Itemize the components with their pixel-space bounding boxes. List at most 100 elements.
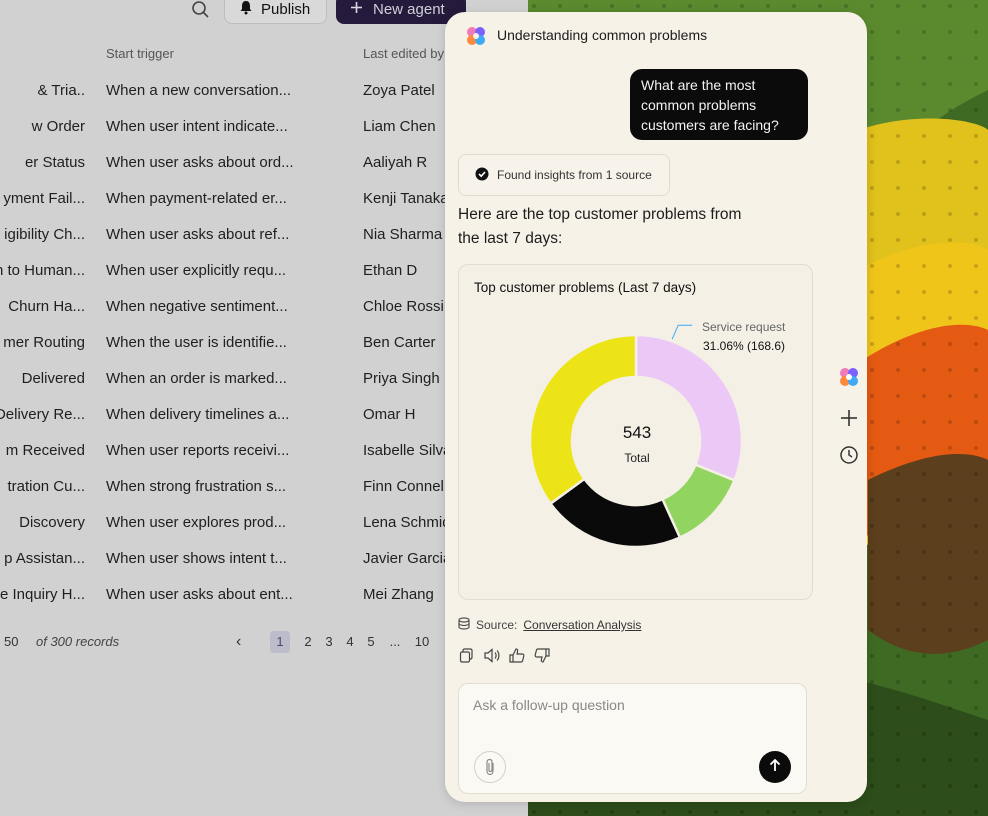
database-icon (458, 617, 470, 633)
assistant-answer: Here are the top customer problems from … (458, 206, 742, 247)
agent-name-cell: igibility Ch... (4, 226, 85, 243)
callout-leader-line (671, 324, 693, 340)
table-row[interactable]: p Assistan... When user shows intent t...… (0, 550, 528, 586)
agent-name-cell: tration Cu... (7, 478, 85, 495)
page-1[interactable]: 1 (270, 631, 290, 653)
last-edited-by-cell: Javier Garcia (363, 550, 452, 567)
callout-value: 31.06% (168.6) (703, 339, 786, 353)
callout-label: Service request (702, 320, 786, 334)
chart-card: Top customer problems (Last 7 days) Serv… (458, 264, 813, 600)
sources-chip-label: Found insights from 1 source (497, 168, 652, 182)
search-icon[interactable] (190, 0, 212, 20)
page-10[interactable]: 10 (414, 634, 430, 649)
start-trigger-cell: When user explores prod... (106, 514, 287, 531)
copy-icon[interactable] (459, 648, 476, 665)
table-row[interactable]: & Tria.. When a new conversation... Zoya P… (0, 82, 528, 118)
agent-name-cell: p Assistan... (4, 550, 85, 567)
start-trigger-cell: When user shows intent t... (106, 550, 287, 567)
follow-up-input[interactable] (473, 694, 773, 716)
source-attribution: Source: Conversation Analysis (458, 617, 641, 633)
donut-slice-3[interactable] (528, 333, 638, 506)
table-row[interactable]: igibility Ch... When user asks about ref.… (0, 226, 528, 262)
agent-name-cell: & Tria.. (37, 82, 85, 99)
agent-name-cell: mer Routing (3, 334, 85, 351)
new-agent-button[interactable]: New agent (336, 0, 466, 24)
table-row[interactable]: Delivery Re... When delivery timelines a.… (0, 406, 528, 442)
bell-icon (239, 0, 253, 19)
agent-name-cell: yment Fail... (3, 190, 85, 207)
start-trigger-cell: When user asks about ent... (106, 586, 293, 603)
history-icon[interactable] (839, 445, 859, 465)
start-trigger-cell: When strong frustration s... (106, 478, 287, 495)
table-row[interactable]: mer Routing When the user is identifie...… (0, 334, 528, 370)
last-edited-by-cell: Zoya Patel (363, 82, 435, 99)
last-edited-by-cell: Lena Schmid (363, 514, 451, 531)
donut-slice-0[interactable] (634, 333, 744, 482)
page-5[interactable]: 5 (367, 634, 375, 649)
agent-name-cell: Churn Ha... (8, 298, 85, 315)
table-row[interactable]: Delivered When an order is marked... Priya… (0, 370, 528, 406)
donut-chart (528, 324, 744, 549)
flower-logo-icon (465, 25, 487, 47)
follow-up-composer (458, 683, 807, 794)
per-page-select[interactable]: 50 (4, 634, 19, 649)
page-ellipsis: ... (389, 634, 401, 649)
chevron-left-icon[interactable]: ‹ (236, 633, 242, 650)
conversation-title: Understanding common problems (497, 27, 708, 43)
column-header-last-edited-by[interactable]: Last edited by (363, 46, 444, 61)
start-trigger-cell: When user intent indicate... (106, 118, 288, 135)
last-edited-by-cell: Priya Singh (363, 370, 440, 387)
last-edited-by-cell: Nia Sharma (363, 226, 443, 243)
thumbs-down-icon[interactable] (534, 648, 551, 665)
agent-name-cell: Delivery Re... (0, 406, 85, 423)
start-trigger-cell: When the user is identifie... (106, 334, 287, 351)
agent-name-cell: n to Human... (0, 262, 85, 279)
records-count: of 300 records (36, 634, 120, 649)
table-row[interactable]: tration Cu... When strong frustration s..… (0, 478, 528, 514)
page-2[interactable]: 2 (304, 634, 312, 649)
table-row[interactable]: m Received When user reports receivi... Is… (0, 442, 528, 478)
sources-chip[interactable]: Found insights from 1 source (458, 154, 670, 196)
last-edited-by-cell: Mei Zhang (363, 586, 434, 603)
check-circle-icon (475, 167, 489, 184)
speaker-icon[interactable] (484, 648, 501, 665)
page-4[interactable]: 4 (346, 634, 354, 649)
page-3[interactable]: 3 (325, 634, 333, 649)
start-trigger-cell: When user asks about ref... (106, 226, 290, 243)
new-agent-label: New agent (373, 0, 445, 18)
plus-icon (350, 1, 363, 18)
start-trigger-cell: When delivery timelines a... (106, 406, 290, 423)
table-row[interactable]: er Status When user asks about ord... Aali… (0, 154, 528, 190)
agent-name-cell: e Inquiry H... (0, 586, 85, 603)
last-edited-by-cell: Chloe Rossi (363, 298, 444, 315)
publish-button[interactable]: Publish (224, 0, 327, 24)
agent-name-cell: m Received (5, 442, 85, 459)
table-row[interactable]: yment Fail... When payment-related er... K… (0, 190, 528, 226)
table-row[interactable]: n to Human... When user explicitly requ..… (0, 262, 528, 298)
assistant-panel: Understanding common problems What are t… (445, 12, 867, 802)
source-link[interactable]: Conversation Analysis (523, 618, 642, 632)
table-row[interactable]: Discovery When user explores prod... Lena … (0, 514, 528, 550)
last-edited-by-cell: Finn Connel (363, 478, 444, 495)
table-row[interactable]: e Inquiry H... When user asks about ent..… (0, 586, 528, 622)
publish-label: Publish (261, 0, 311, 18)
thumbs-up-icon[interactable] (509, 648, 526, 665)
table-row[interactable]: Churn Ha... When negative sentiment... Chl… (0, 298, 528, 334)
last-edited-by-cell: Ben Carter (363, 334, 436, 351)
agent-name-cell: Delivered (21, 370, 85, 387)
last-edited-by-cell: Aaliyah R (363, 154, 428, 171)
table-row[interactable]: w Order When user intent indicate... Liam … (0, 118, 528, 154)
source-label: Source: (476, 618, 518, 632)
arrow-up-icon (768, 758, 782, 777)
paperclip-icon[interactable] (474, 751, 506, 783)
new-chat-plus-icon[interactable] (839, 408, 859, 428)
user-message: What are the most common problems custom… (630, 69, 808, 140)
start-trigger-cell: When user explicitly requ... (106, 262, 287, 279)
start-trigger-cell: When user asks about ord... (106, 154, 294, 171)
column-header-start-trigger[interactable]: Start trigger (106, 46, 174, 61)
pagination: 50 of 300 records ‹ 1 2 3 4 5... 10 (0, 631, 528, 654)
last-edited-by-cell: Ethan D (363, 262, 418, 279)
chart-title: Top customer problems (Last 7 days) (474, 280, 697, 295)
assistant-launcher-icon[interactable] (838, 366, 860, 388)
send-button[interactable] (759, 751, 791, 783)
